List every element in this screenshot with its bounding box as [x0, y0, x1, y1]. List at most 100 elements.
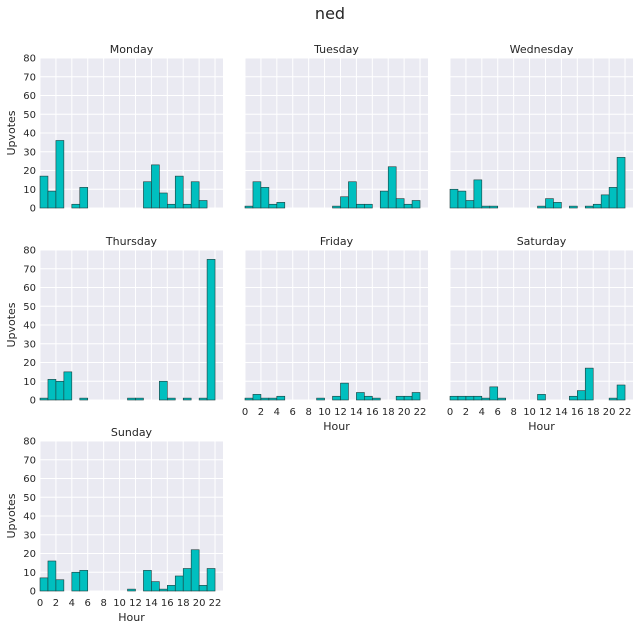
x-tick-label: 16	[366, 407, 379, 418]
bar-friday-hour-1	[252, 394, 262, 401]
bar-wednesday-hour-5	[489, 205, 499, 209]
bar-friday-hour-15	[364, 395, 373, 401]
bar-saturday-hour-16	[577, 390, 586, 401]
bar-wednesday-hour-18	[592, 203, 602, 209]
bar-saturday-hour-21	[616, 384, 626, 401]
bar-monday-hour-18	[182, 203, 192, 209]
y-tick-label: 0	[30, 396, 36, 407]
x-tick-label: 2	[53, 598, 59, 609]
y-axis-label: Upvotes	[5, 302, 18, 347]
bar-wednesday-hour-3	[473, 179, 483, 209]
x-tick-label: 16	[571, 407, 584, 418]
x-tick-label: 8	[100, 598, 106, 609]
bar-thursday-hour-18	[182, 397, 192, 401]
y-tick-label: 10	[23, 568, 36, 579]
bar-friday-hour-20	[403, 395, 413, 401]
y-tick-label: 50	[23, 110, 36, 121]
bar-friday-hour-14	[356, 392, 365, 401]
y-tick-label: 30	[23, 339, 36, 350]
x-tick-label: 22	[209, 598, 222, 609]
bar-wednesday-hour-20	[608, 187, 618, 209]
bar-thursday-hour-20	[198, 397, 208, 401]
bar-monday-hour-14	[151, 164, 160, 209]
x-tick-label: 20	[603, 407, 616, 418]
x-tick-label: 20	[193, 598, 206, 609]
bar-tuesday-hour-17	[379, 190, 389, 209]
x-tick-label: 22	[619, 407, 632, 418]
x-tick-label: 10	[523, 407, 536, 418]
bar-wednesday-hour-17	[584, 205, 594, 209]
bar-wednesday-hour-12	[545, 198, 554, 209]
y-tick-label: 0	[30, 204, 36, 215]
y-tick-label: 40	[23, 129, 36, 140]
y-tick-label: 30	[23, 147, 36, 158]
y-tick-label: 30	[23, 530, 36, 541]
x-axis-label: Hour	[528, 420, 555, 433]
bar-monday-hour-2	[55, 140, 65, 209]
bar-monday-hour-0	[39, 175, 49, 209]
bar-sunday-hour-2	[55, 579, 65, 592]
x-tick-label: 14	[555, 407, 568, 418]
bar-tuesday-hour-11	[332, 205, 341, 209]
x-tick-label: 0	[37, 598, 43, 609]
y-axis-label: Upvotes	[5, 493, 18, 538]
bar-monday-hour-16	[167, 203, 176, 209]
y-tick-label: 60	[23, 474, 36, 485]
x-tick-label: 6	[85, 598, 91, 609]
bar-saturday-hour-5	[489, 386, 499, 401]
subplot-wednesday: Wednesday	[449, 43, 633, 209]
y-tick-label: 20	[23, 549, 36, 560]
subplot-title: Monday	[110, 43, 154, 56]
x-tick-label: 0	[447, 407, 453, 418]
y-tick-label: 70	[23, 455, 36, 466]
y-tick-label: 40	[23, 321, 36, 332]
bar-saturday-hour-6	[497, 397, 506, 401]
bar-sunday-hour-4	[71, 571, 81, 592]
bar-wednesday-hour-11	[537, 205, 546, 209]
x-tick-label: 14	[350, 407, 363, 418]
bar-saturday-hour-17	[584, 367, 594, 401]
y-tick-label: 20	[23, 166, 36, 177]
figure-title: ned	[315, 4, 345, 23]
y-tick-label: 60	[23, 283, 36, 294]
bar-saturday-hour-0	[449, 395, 459, 401]
y-tick-label: 40	[23, 512, 36, 523]
bar-sunday-hour-16	[167, 585, 176, 592]
subplot-title: Friday	[320, 235, 354, 248]
bar-wednesday-hour-19	[600, 194, 610, 209]
bar-sunday-hour-19	[190, 549, 200, 592]
bar-thursday-hour-15	[159, 380, 168, 401]
bar-tuesday-hour-0	[244, 205, 254, 209]
bar-monday-hour-17	[174, 175, 184, 209]
y-tick-label: 80	[23, 246, 36, 257]
x-tick-label: 22	[414, 407, 427, 418]
bar-thursday-hour-21	[206, 259, 216, 401]
bar-tuesday-hour-1	[252, 181, 262, 209]
bar-sunday-hour-21	[206, 568, 216, 592]
x-tick-label: 6	[290, 407, 296, 418]
bar-sunday-hour-17	[174, 575, 184, 592]
bar-sunday-hour-13	[143, 570, 152, 592]
subplot-title: Wednesday	[510, 43, 574, 56]
subplot-title: Saturday	[517, 235, 567, 248]
y-tick-label: 50	[23, 493, 36, 504]
bar-sunday-hour-1	[47, 560, 57, 592]
subplot-title: Sunday	[111, 426, 153, 439]
subplot-title: Thursday	[105, 235, 158, 248]
bar-sunday-hour-14	[151, 581, 160, 592]
x-tick-label: 6	[495, 407, 501, 418]
bar-monday-hour-1	[47, 190, 57, 209]
bar-wednesday-hour-13	[553, 202, 562, 209]
subplot-tuesday: Tuesday	[244, 43, 428, 209]
bar-thursday-hour-12	[135, 397, 144, 401]
x-tick-label: 18	[587, 407, 600, 418]
bar-thursday-hour-16	[167, 397, 176, 401]
x-tick-label: 4	[274, 407, 280, 418]
x-tick-label: 4	[69, 598, 75, 609]
bar-saturday-hour-3	[473, 395, 483, 401]
x-tick-label: 8	[510, 407, 516, 418]
y-tick-label: 70	[23, 72, 36, 83]
bar-sunday-hour-20	[198, 585, 208, 592]
bar-saturday-hour-11	[537, 394, 546, 401]
